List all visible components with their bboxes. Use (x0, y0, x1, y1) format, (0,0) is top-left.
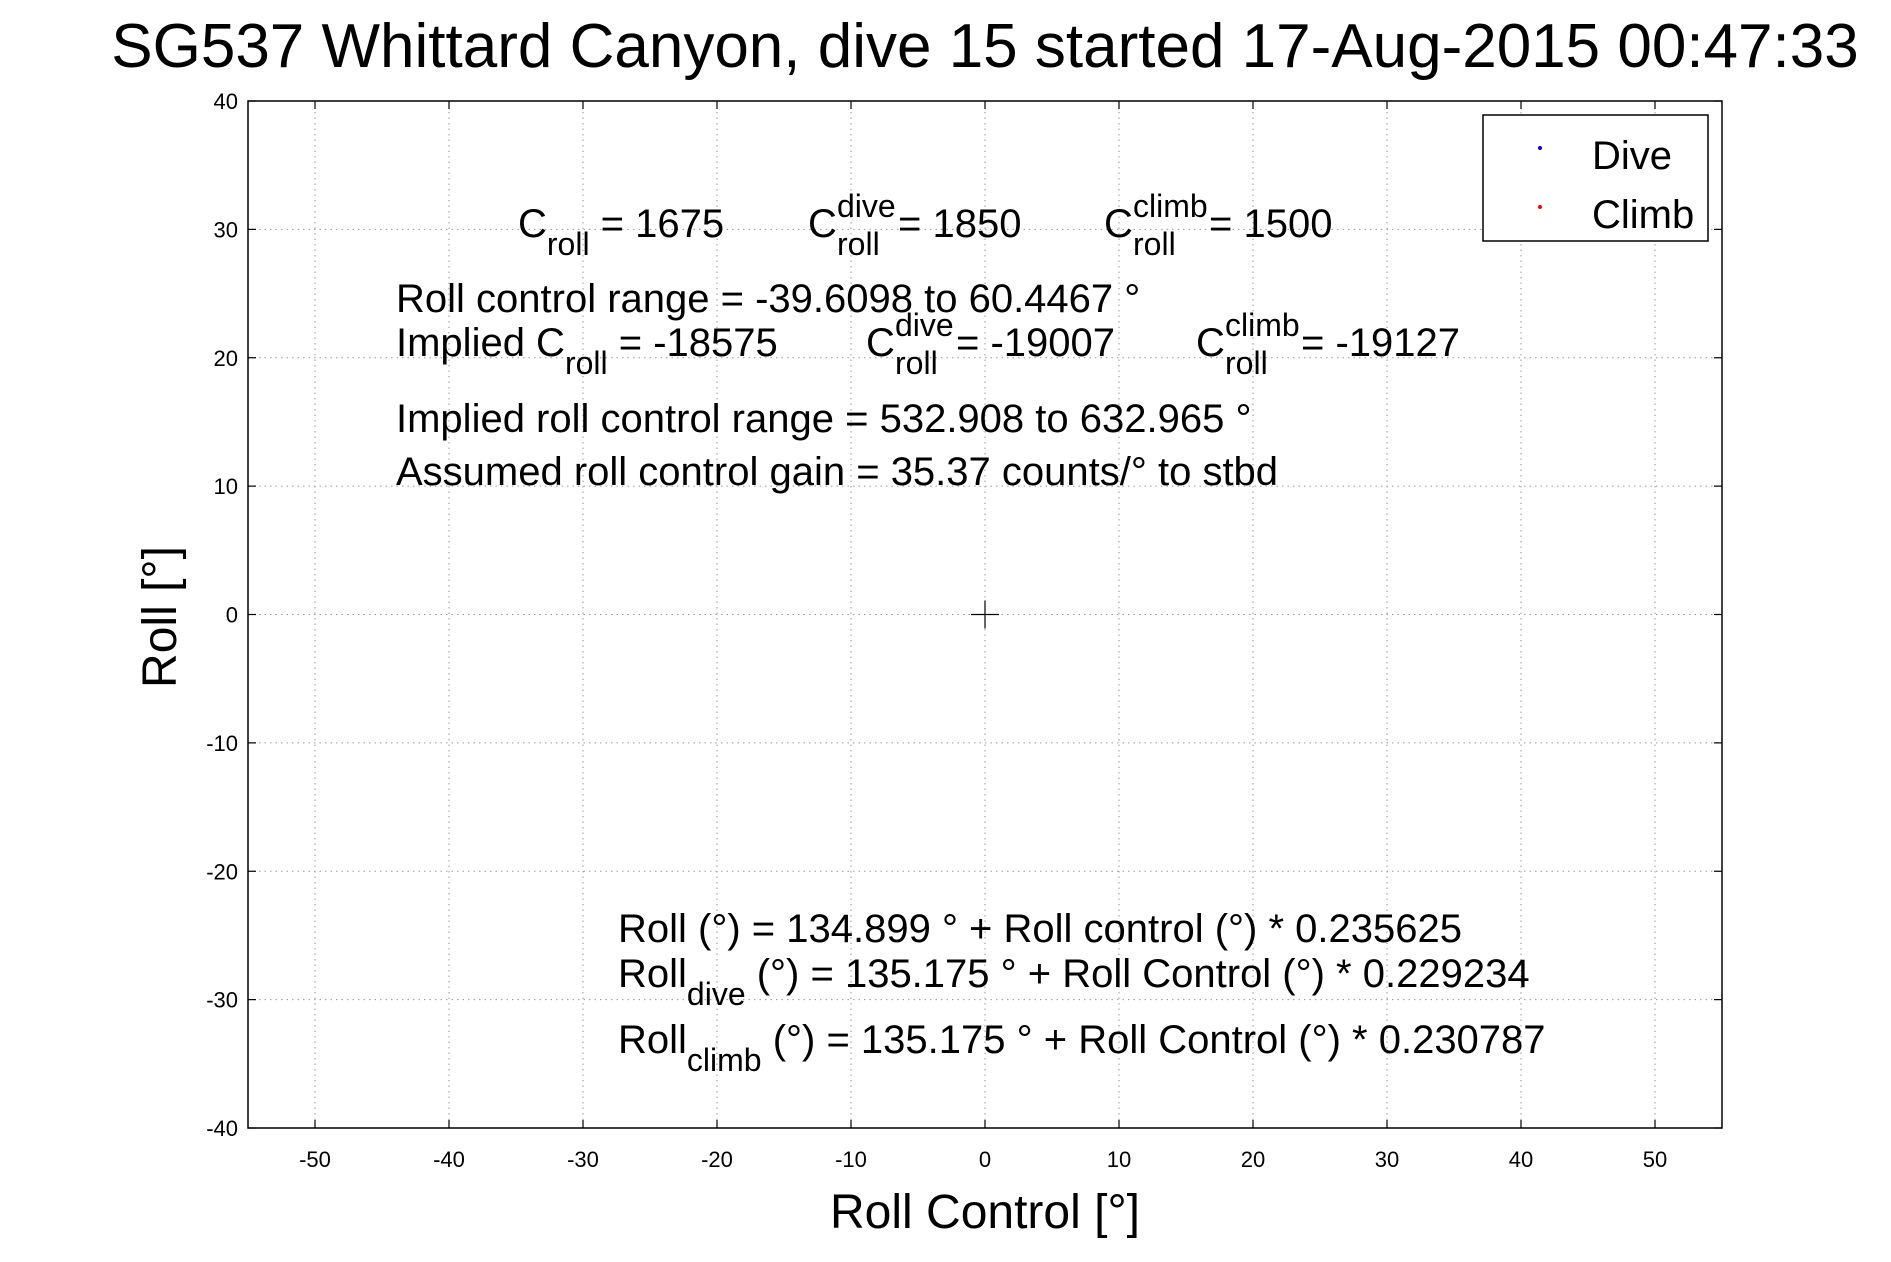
annotation-gain-line: Assumed roll control gain = 35.37 counts… (396, 450, 1278, 494)
y-tick-label: -20 (206, 859, 238, 884)
annotation-implied-climb-sub: roll (1225, 345, 1268, 381)
annotation-c-roll-climb-sup: climb (1133, 188, 1208, 224)
legend-climb-marker (1538, 205, 1542, 209)
annotation-c-roll-dive-value: = 1850 (898, 202, 1021, 246)
y-tick-label: -30 (206, 988, 238, 1013)
annotation-c-roll-climb-value: = 1500 (1209, 202, 1332, 246)
x-tick-label: 20 (1241, 1147, 1265, 1172)
annotation-implied-dive-sub: roll (895, 345, 938, 381)
annotation-implied-climb: C (1196, 321, 1225, 365)
y-tick-label: 30 (214, 217, 238, 242)
annotation-implied-range-line: Implied roll control range = 532.908 to … (396, 397, 1251, 441)
x-tick-label: 10 (1107, 1147, 1131, 1172)
annotation-fit-climb: Rollclimb (°) = 135.175 ° + Roll Control… (618, 1018, 1546, 1078)
y-tick-label: 0 (226, 603, 238, 628)
x-axis-label: Roll Control [°] (830, 1186, 1140, 1239)
y-tick-labels: 40 30 20 10 0 -10 -20 -30 -40 (206, 89, 238, 1141)
x-tick-label: -50 (299, 1147, 331, 1172)
y-axis-label: Roll [°] (134, 546, 187, 688)
annotation-range-line: Roll control range = -39.6098 to 60.4467… (396, 277, 1140, 321)
x-tick-label: -20 (701, 1147, 733, 1172)
legend-box (1482, 114, 1709, 242)
legend: Dive Climb (1482, 114, 1709, 242)
annotation-c-roll-climb: C (1104, 202, 1133, 246)
annotation-c-roll-dive: C (808, 202, 837, 246)
y-tick-label: -10 (206, 731, 238, 756)
x-tick-label: 50 (1643, 1147, 1667, 1172)
y-tick-label: -40 (206, 1116, 238, 1141)
annotation-fit-line: Roll (°) = 134.899 ° + Roll control (°) … (618, 907, 1462, 951)
x-tick-label: -10 (835, 1147, 867, 1172)
x-tick-label: 40 (1509, 1147, 1533, 1172)
x-tick-label: 0 (979, 1147, 991, 1172)
annotation-c-roll: Croll = 1675 (518, 202, 724, 262)
annotation-implied-climb-sup: climb (1225, 307, 1300, 343)
center-plus-marker (971, 600, 999, 629)
legend-dive-marker (1538, 146, 1542, 150)
plot-frame (247, 100, 1723, 1129)
annotation-implied-dive: C (866, 321, 895, 365)
annotation-implied-climb-value: = -19127 (1301, 321, 1460, 365)
x-tick-label: 30 (1375, 1147, 1399, 1172)
annotation-implied-c-roll: Implied Croll = -18575 (396, 321, 778, 381)
annotation-c-roll-dive-sub: roll (837, 226, 880, 262)
axis-ticks (248, 100, 1722, 1129)
annotation-c-roll-climb-sub: roll (1133, 226, 1176, 262)
y-tick-label: 20 (214, 346, 238, 371)
x-tick-label: -30 (567, 1147, 599, 1172)
legend-dive-label: Dive (1592, 134, 1672, 178)
x-tick-labels: -50 -40 -30 -20 -10 0 10 20 30 40 50 (299, 1147, 1667, 1172)
chart-title: SG537 Whittard Canyon, dive 15 started 1… (111, 12, 1858, 81)
x-tick-label: -40 (433, 1147, 465, 1172)
legend-climb-label: Climb (1592, 193, 1694, 237)
y-tick-label: 10 (214, 474, 238, 499)
annotation-implied-dive-value: = -19007 (956, 321, 1115, 365)
y-tick-label: 40 (214, 89, 238, 114)
annotation-implied-dive-sup: dive (895, 307, 954, 343)
annotation-c-roll-dive-sup: dive (837, 188, 896, 224)
annotations: Croll = 1675 C dive roll = 1850 C climb … (396, 188, 1546, 1078)
annotation-fit-dive: Rolldive (°) = 135.175 ° + Roll Control … (618, 952, 1530, 1012)
